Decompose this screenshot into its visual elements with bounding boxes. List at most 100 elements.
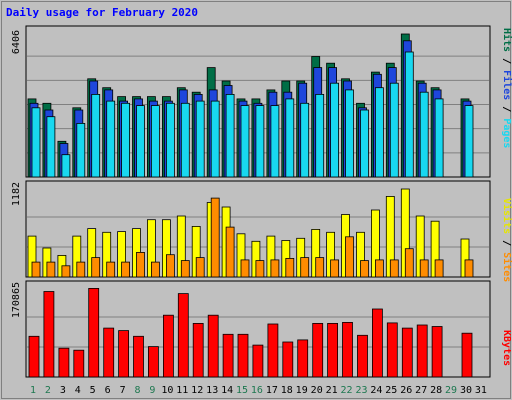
bar-kbytes <box>133 335 144 378</box>
bar-pages <box>106 100 116 178</box>
bar-pages <box>165 102 175 178</box>
bar-kbytes <box>177 293 189 378</box>
bar-pages <box>434 98 444 178</box>
bar-pages <box>300 102 310 178</box>
bar-sites <box>195 257 205 278</box>
bar-pages <box>210 100 220 178</box>
top-ymax-label: 6406 <box>11 30 22 54</box>
bar-sites <box>121 261 130 278</box>
bar-kbytes <box>416 324 428 378</box>
bar-kbytes <box>118 330 129 378</box>
bar-kbytes <box>73 349 85 378</box>
x-tick-label: 26 <box>400 385 412 396</box>
bar-kbytes <box>267 323 279 378</box>
middle-ymax-label: 1182 <box>11 182 22 206</box>
bottom-ymax-label: 170865 <box>11 282 22 318</box>
bar-sites <box>165 254 175 278</box>
bar-pages <box>76 123 86 178</box>
x-axis-labels: 1 2 3 4 5 6 7 8 9 10 11 12 13 14 15 16 17 18 19 20 21 22 23 24 2… <box>30 385 487 396</box>
chart-title: Daily usage for February 2020 <box>6 6 198 19</box>
x-tick-label: 12 <box>191 385 203 396</box>
x-tick-label: 8 <box>134 385 140 396</box>
ylabel-files: Files <box>501 70 512 100</box>
bar-pages <box>255 105 265 178</box>
x-tick-label: 20 <box>311 385 323 396</box>
bar-pages <box>464 105 474 178</box>
x-tick-label: 23 <box>355 385 367 396</box>
bar-pages <box>315 94 325 178</box>
bar-pages <box>240 105 250 178</box>
bar-sites <box>285 257 295 278</box>
x-tick-label: 13 <box>206 385 218 396</box>
bar-pages <box>285 98 295 178</box>
bottom-ylabel: KBytes <box>501 330 512 366</box>
bar-sites <box>434 259 444 278</box>
x-tick-label: 30 <box>460 385 472 396</box>
bar-sites <box>389 259 399 278</box>
bar-kbytes <box>88 287 100 378</box>
x-tick-label: 4 <box>75 385 81 396</box>
bar-pages <box>180 102 190 178</box>
bar-pages <box>419 91 429 178</box>
x-tick-label: 15 <box>236 385 248 396</box>
bar-kbytes <box>461 332 473 378</box>
bar-sites <box>300 257 310 278</box>
bar-pages <box>330 82 340 178</box>
bar-kbytes <box>58 347 70 378</box>
bar-sites <box>180 260 190 278</box>
bar-pages <box>136 105 145 178</box>
bar-kbytes <box>342 321 353 378</box>
x-tick-label: 9 <box>149 385 155 396</box>
bar-sites <box>136 251 145 278</box>
bar-pages <box>374 87 384 178</box>
x-tick-label: 25 <box>385 385 397 396</box>
bar-kbytes <box>207 314 219 378</box>
bar-kbytes <box>103 327 115 378</box>
bar-pages <box>389 82 399 178</box>
bar-sites <box>419 259 429 278</box>
bar-sites <box>225 226 235 278</box>
x-tick-label: 7 <box>120 385 126 396</box>
bar-pages <box>345 89 354 178</box>
x-tick-label: 17 <box>266 385 278 396</box>
bar-sites <box>91 257 101 278</box>
ylabel-hits: Hits <box>501 28 512 52</box>
bar-pages <box>225 94 235 178</box>
ylabel-pages: Pages <box>501 118 512 148</box>
bar-pages <box>61 154 71 178</box>
top-ylabel: Hits / Files / Pages <box>501 28 512 148</box>
bar-pages <box>150 105 160 178</box>
bar-sites <box>240 259 250 278</box>
x-tick-label: 27 <box>415 385 427 396</box>
bar-kbytes <box>282 341 294 378</box>
x-tick-label: 18 <box>281 385 293 396</box>
bar-sites <box>330 259 340 278</box>
bar-sites <box>46 261 56 278</box>
x-tick-label: 19 <box>296 385 308 396</box>
bar-pages <box>404 51 414 178</box>
bar-sites <box>76 261 86 278</box>
x-tick-label: 2 <box>45 385 51 396</box>
bar-kbytes <box>162 314 174 378</box>
bar-kbytes <box>371 308 383 378</box>
bar-pages <box>121 102 130 178</box>
x-tick-label: 14 <box>221 385 233 396</box>
bar-sites <box>106 261 116 278</box>
bar-kbytes <box>222 333 234 378</box>
bar-sites <box>464 259 474 278</box>
bar-sites <box>61 265 71 278</box>
bar-sites <box>360 260 369 278</box>
bar-kbytes <box>192 322 204 378</box>
x-tick-label: 21 <box>326 385 338 396</box>
bar-kbytes <box>312 322 324 378</box>
middle-ylabel: Visits / Sites <box>501 198 512 282</box>
bar-kbytes <box>357 334 368 378</box>
x-tick-label: 6 <box>105 385 111 396</box>
ylabel-sites: Sites <box>501 252 512 282</box>
bar-kbytes <box>147 346 159 378</box>
bar-sites <box>374 259 384 278</box>
x-tick-label: 31 <box>475 385 487 396</box>
bar-kbytes <box>297 339 309 378</box>
